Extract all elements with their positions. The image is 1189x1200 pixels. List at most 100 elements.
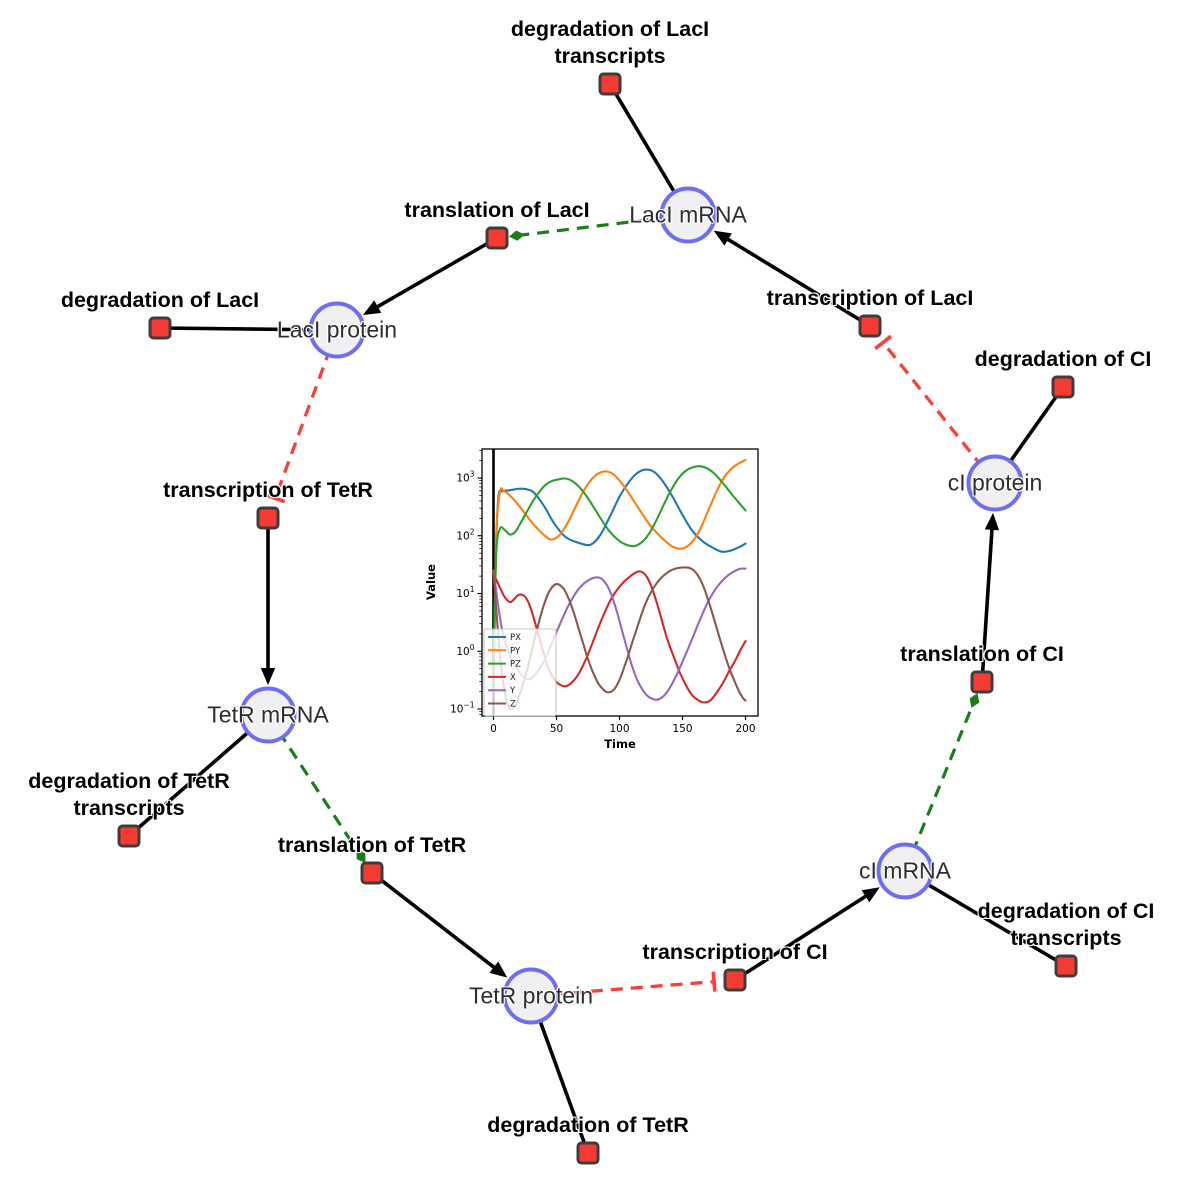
reaction-label-line: transcripts <box>554 44 666 68</box>
modifier-arrowhead-icon <box>508 230 525 241</box>
edge-modifier-activation <box>903 705 974 872</box>
reaction-label-deg_lacI_tr: degradation of LacI transcripts <box>511 16 709 70</box>
reaction-node-deg_tetR_tr <box>117 824 141 848</box>
timecourse-plot: 0 50 100 150 20010310210110010−1TimeValuePXP… <box>424 448 759 751</box>
reaction-label-deg_lacI: degradation of LacI <box>61 287 259 314</box>
x-tick-label: 100 <box>609 723 629 735</box>
production-arrowhead-icon <box>363 300 382 316</box>
reaction-label-transc_tetR: transcription of TetR <box>163 477 373 504</box>
reaction-label-line: transcription of LacI <box>766 286 974 310</box>
reaction-label-transl_cI: translation of CI <box>900 641 1064 668</box>
x-tick-label: 200 <box>735 723 755 735</box>
modifier-arrowhead-icon <box>356 849 366 863</box>
edge-consumption <box>127 713 270 838</box>
species-node-cI_mRNA <box>876 842 934 900</box>
y-axis-label: Value <box>425 564 438 600</box>
species-node-lacI_protein <box>308 301 366 359</box>
modifier-arrowhead-icon <box>969 693 980 708</box>
reaction-label-line: degradation of TetR <box>487 1113 689 1137</box>
species-label-cI_protein: cI protein <box>947 469 1043 496</box>
inhibition-tbar-icon <box>711 971 717 992</box>
species-node-lacI_mRNA <box>659 186 717 244</box>
legend-label-Y: Y <box>509 686 516 696</box>
reaction-node-transc_tetR <box>256 506 280 530</box>
series-X <box>492 570 747 704</box>
production-arrowhead-icon <box>984 512 1000 531</box>
reaction-label-line: transcripts <box>1010 926 1122 950</box>
reaction-label-deg_tetR: degradation of TetR <box>487 1112 688 1139</box>
species-label-lacI_mRNA: LacI mRNA <box>629 201 747 228</box>
reaction-label-line: degradation of CI <box>977 899 1155 923</box>
reaction-label-line: degradation of CI <box>974 347 1152 371</box>
inhibition-tbar-icon <box>265 493 286 504</box>
reaction-node-deg_cI_tr <box>1054 954 1078 978</box>
legend: PX PY PZ XYZ <box>483 628 557 717</box>
reaction-label-transl_lacI: translation of LacI <box>404 197 589 224</box>
reaction-label-line: degradation of LacI <box>60 288 260 312</box>
reaction-label-line: translation of LacI <box>404 198 590 222</box>
reaction-node-transc_cI <box>723 968 747 992</box>
species-node-cI_protein <box>966 454 1024 512</box>
legend-label-Z: Z <box>510 700 516 710</box>
edge-consumption <box>159 326 338 332</box>
series-PZ <box>492 465 747 693</box>
edge-production <box>980 528 994 683</box>
edge-production <box>726 237 871 328</box>
reaction-label-deg_cI_tr: degradation of CI transcripts <box>978 898 1155 952</box>
reaction-label-transl_tetR: translation of TetR <box>278 832 466 859</box>
edge-production <box>734 894 868 982</box>
inhibition-tbar-icon <box>874 334 893 351</box>
species-label-tetR_mRNA: TetR mRNA <box>207 701 329 728</box>
species-label-lacI_protein: LacI protein <box>276 316 398 343</box>
x-tick-label: 150 <box>672 723 692 735</box>
y-tick-label: 101 <box>456 585 474 600</box>
production-arrowhead-icon <box>260 668 276 685</box>
legend-label-PZ: PZ <box>510 660 521 670</box>
reaction-label-line: degradation of TetR <box>28 769 230 793</box>
series-PX <box>492 468 747 693</box>
legend-label-X: X <box>510 673 516 683</box>
y-tick-label: 10−1 <box>450 701 475 716</box>
reaction-node-transc_lacI <box>858 314 882 338</box>
species-node-tetR_mRNA <box>239 686 297 744</box>
reaction-node-deg_lacI <box>148 316 172 340</box>
edge-inhibition <box>274 329 339 498</box>
x-tick-label: 50 <box>550 723 563 735</box>
edge-production <box>370 871 496 970</box>
reaction-node-transl_cI <box>970 670 994 694</box>
reaction-label-transc_cI: transcription of CI <box>642 939 827 966</box>
reaction-label-line: translation of TetR <box>277 833 467 857</box>
reaction-label-line: transcription of TetR <box>163 478 373 502</box>
x-axis-label: Time <box>604 737 636 751</box>
reaction-node-transl_tetR <box>360 861 384 885</box>
species-label-tetR_protein: TetR protein <box>468 982 594 1009</box>
reaction-node-deg_tetR <box>576 1141 600 1165</box>
edge-inhibition <box>530 980 714 998</box>
production-arrowhead-icon <box>861 887 880 903</box>
y-tick-label: 102 <box>456 527 474 542</box>
reaction-label-line: translation of CI <box>900 642 1064 666</box>
reaction-node-transl_lacI <box>485 226 509 250</box>
reaction-label-deg_tetR_tr: degradation of TetR transcripts <box>28 768 229 822</box>
species-node-tetR_protein <box>502 967 560 1025</box>
series-PY <box>492 458 747 693</box>
species-label-cI_mRNA: cI mRNA <box>859 857 951 884</box>
y-tick-label: 103 <box>456 470 474 485</box>
legend-label-PY: PY <box>510 646 521 656</box>
x-tick-label: 0 <box>490 723 497 735</box>
production-arrowhead-icon <box>713 230 732 246</box>
reaction-label-line: transcription of CI <box>642 940 828 964</box>
reaction-label-line: transcripts <box>73 796 185 820</box>
edge-consumption <box>904 869 1067 968</box>
edge-production <box>375 236 498 309</box>
legend-label-PX: PX <box>510 633 521 643</box>
production-arrowhead-icon <box>489 961 508 978</box>
reaction-label-deg_cI: degradation of CI <box>975 346 1152 373</box>
reaction-node-deg_lacI_tr <box>598 72 622 96</box>
y-tick-label: 100 <box>456 643 474 658</box>
timecourse-inset-chart: 0 50 100 150 200 103 102 101 100 10−1 Time Value PX P… <box>424 437 770 769</box>
reaction-label-line: degradation of LacI <box>510 17 710 41</box>
reaction-label-transc_lacI: transcription of LacI <box>767 285 974 312</box>
